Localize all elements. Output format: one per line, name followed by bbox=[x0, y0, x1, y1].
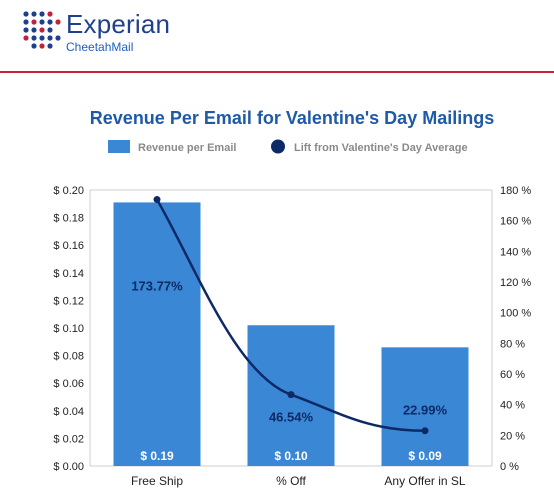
x-tick-label: % Off bbox=[276, 474, 306, 488]
legend-line-label: Lift from Valentine's Day Average bbox=[294, 142, 468, 154]
y-left-tick-label: $ 0.18 bbox=[53, 213, 84, 225]
sub-brand-name: CheetahMail bbox=[66, 40, 134, 54]
y-left-tick-label: $ 0.16 bbox=[53, 240, 84, 252]
header: Experian CheetahMail bbox=[0, 0, 554, 73]
chart-title: Revenue Per Email for Valentine's Day Ma… bbox=[90, 108, 494, 128]
y-left-tick-label: $ 0.02 bbox=[53, 433, 84, 445]
lift-point bbox=[153, 196, 161, 204]
y-left-tick-label: $ 0.20 bbox=[53, 185, 84, 197]
x-tick-label: Any Offer in SL bbox=[384, 474, 465, 488]
y-right-tick-label: 0 % bbox=[500, 461, 519, 473]
y-left-tick-label: $ 0.00 bbox=[53, 461, 84, 473]
y-right-tick-label: 80 % bbox=[500, 338, 525, 350]
y-left-tick-label: $ 0.12 bbox=[53, 295, 84, 307]
bar-value-label: $ 0.10 bbox=[274, 449, 308, 463]
bar-value-label: $ 0.19 bbox=[140, 449, 174, 463]
y-left-tick-label: $ 0.04 bbox=[53, 406, 84, 418]
lift-point bbox=[421, 427, 429, 435]
y-right-tick-label: 100 % bbox=[500, 308, 531, 320]
legend-line-swatch bbox=[271, 139, 285, 154]
y-right-tick-label: 180 % bbox=[500, 185, 531, 197]
lift-value-label: 22.99% bbox=[403, 403, 448, 418]
legend-bar-swatch bbox=[108, 140, 130, 153]
y-right-tick-label: 60 % bbox=[500, 369, 525, 381]
bar bbox=[113, 202, 201, 467]
y-left-tick-label: $ 0.06 bbox=[53, 378, 84, 390]
lift-point bbox=[287, 391, 295, 399]
bar-value-label: $ 0.09 bbox=[408, 449, 442, 463]
y-right-tick-label: 40 % bbox=[500, 400, 525, 412]
y-right-tick-label: 160 % bbox=[500, 216, 531, 228]
brand-name: Experian bbox=[66, 9, 171, 39]
y-left-tick-label: $ 0.08 bbox=[53, 351, 84, 363]
y-left-tick-label: $ 0.10 bbox=[53, 323, 84, 335]
x-tick-label: Free Ship bbox=[131, 474, 183, 488]
y-right-tick-label: 20 % bbox=[500, 430, 525, 442]
y-right-tick-label: 120 % bbox=[500, 277, 531, 289]
lift-line bbox=[155, 198, 426, 432]
header-divider bbox=[0, 71, 554, 73]
lift-value-label: 173.77% bbox=[131, 279, 183, 294]
y-right-tick-label: 140 % bbox=[500, 246, 531, 258]
bar bbox=[381, 347, 469, 466]
legend-bar-label: Revenue per Email bbox=[138, 142, 236, 154]
lift-value-label: 46.54% bbox=[269, 410, 314, 425]
y-left-tick-label: $ 0.14 bbox=[53, 268, 84, 280]
experian-dot-logo-icon bbox=[23, 11, 61, 49]
